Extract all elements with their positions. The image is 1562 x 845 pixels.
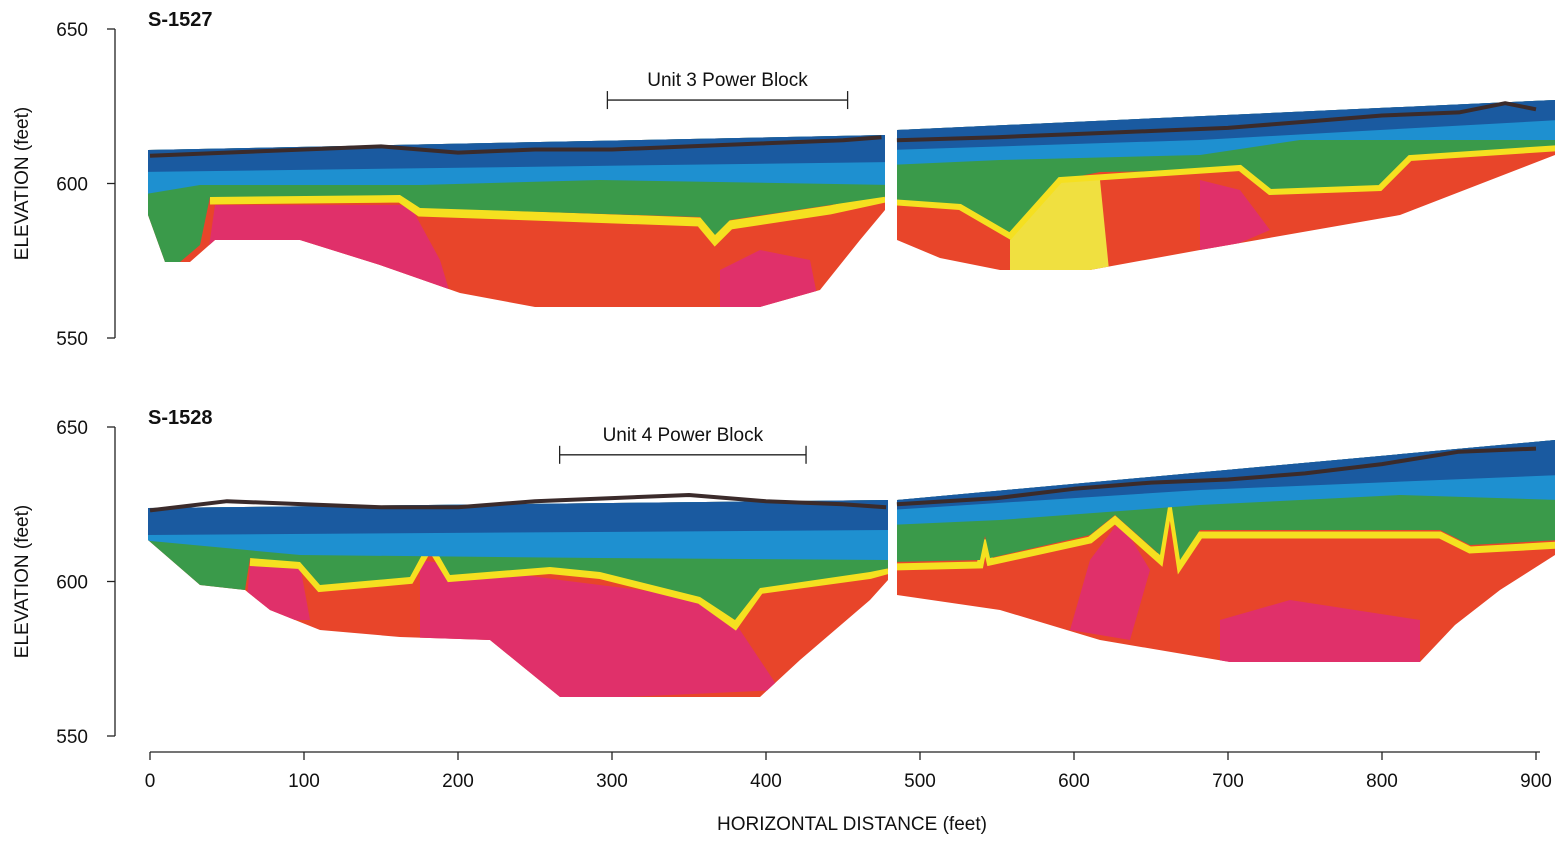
panel-title: S-1528	[148, 407, 213, 429]
x-tick-label: 300	[596, 771, 628, 792]
x-axis-label: HORIZONTAL DISTANCE (feet)	[717, 814, 987, 835]
y-tick-label: 600	[56, 175, 88, 196]
x-tick-label: 800	[1366, 771, 1398, 792]
y-tick-label: 550	[56, 329, 88, 350]
x-tick-label: 700	[1212, 771, 1244, 792]
x-tick-label: 900	[1520, 771, 1552, 792]
y-axis-label: ELEVATION (feet)	[12, 107, 33, 260]
annotation-text: Unit 3 Power Block	[647, 70, 808, 91]
x-tick-label: 200	[442, 771, 474, 792]
x-tick-label: 600	[1058, 771, 1090, 792]
y-tick-label: 650	[56, 418, 88, 439]
resistivity-image	[148, 100, 1555, 697]
x-tick-label: 500	[904, 771, 936, 792]
surface-line	[149, 446, 1537, 513]
annotation-text: Unit 4 Power Block	[603, 425, 764, 446]
x-tick-label: 400	[750, 771, 782, 792]
y-tick-label: 550	[56, 727, 88, 748]
x-tick-label: 100	[288, 771, 320, 792]
y-tick-label: 600	[56, 573, 88, 594]
surface-line	[149, 101, 1537, 158]
x-tick-label: 0	[145, 771, 156, 792]
panel-title: S-1527	[148, 9, 213, 31]
y-axis-label: ELEVATION (feet)	[12, 505, 33, 658]
y-tick-label: 650	[56, 20, 88, 41]
